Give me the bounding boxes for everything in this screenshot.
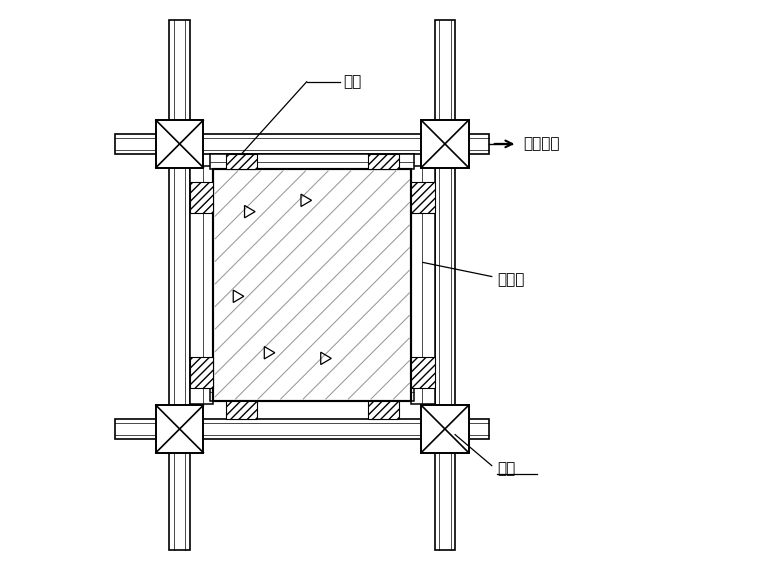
Bar — [190, 166, 214, 404]
Text: 扎件: 扎件 — [497, 461, 515, 476]
Bar — [421, 405, 469, 453]
Bar — [226, 401, 257, 419]
Bar — [156, 120, 204, 168]
Bar — [214, 169, 411, 401]
Bar — [435, 20, 455, 550]
Bar — [190, 182, 214, 213]
Bar — [210, 154, 414, 169]
Bar — [115, 134, 489, 154]
Bar — [411, 182, 435, 213]
Text: 连向立杆: 连向立杆 — [523, 136, 559, 152]
Bar — [411, 166, 435, 404]
Bar — [226, 154, 257, 169]
Text: 短锂管: 短锂管 — [497, 272, 524, 287]
Bar — [156, 405, 204, 453]
Text: 垒木: 垒木 — [344, 74, 362, 89]
Bar — [411, 357, 435, 388]
Bar — [214, 169, 411, 401]
Bar — [421, 120, 469, 168]
Bar — [190, 357, 214, 388]
Bar — [210, 382, 414, 401]
Bar — [169, 20, 190, 550]
Bar — [368, 401, 399, 419]
Bar — [115, 419, 489, 439]
Bar — [368, 154, 399, 169]
